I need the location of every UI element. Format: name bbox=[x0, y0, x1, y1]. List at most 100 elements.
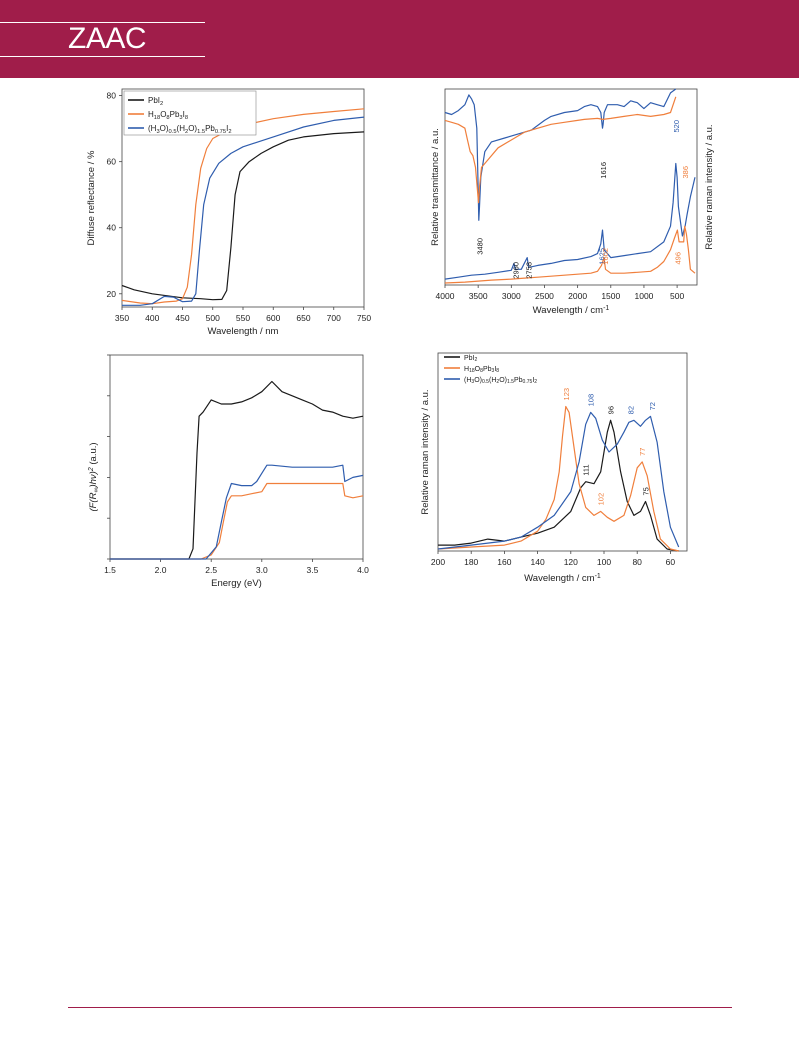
x-tick-label: 2500 bbox=[535, 291, 554, 301]
x-tick-label: 4000 bbox=[436, 291, 455, 301]
y-axis-title: Diffuse reflectance / % bbox=[86, 150, 97, 245]
y-tick-label: 20 bbox=[107, 289, 117, 299]
y-axis-right-title: Relative raman intensity / a.u. bbox=[704, 124, 715, 249]
peak-label: 1616 bbox=[599, 162, 608, 179]
legend-label-part: 3 bbox=[179, 115, 182, 121]
y-axis-title: Relative transmittance / a.u. bbox=[430, 128, 441, 246]
x-axis-title-text: Wavelength / cm bbox=[524, 573, 594, 584]
series-line-2 bbox=[437, 411, 680, 550]
x-tick-label: 500 bbox=[670, 291, 684, 301]
legend-label-part: 0.5 bbox=[169, 129, 177, 135]
y-axis-title-part: (a.u.) bbox=[88, 442, 99, 467]
y-axis-title-part: 2 bbox=[88, 467, 95, 472]
legend-label-part: O) bbox=[188, 124, 197, 133]
x-tick-label: 120 bbox=[564, 557, 578, 567]
x-tick-label: 60 bbox=[666, 557, 676, 567]
series-line-1 bbox=[110, 482, 364, 560]
x-tick-label: 2.5 bbox=[205, 565, 217, 575]
x-tick-label: 1500 bbox=[601, 291, 620, 301]
plot-frame bbox=[444, 88, 698, 286]
legend-label-part: 1.5 bbox=[507, 379, 514, 385]
legend-label-part: 2 bbox=[496, 379, 499, 385]
ir-raman-chart: 4000 3500 3000 2500 2000 1500 1000 500 3480 2960 2… bbox=[430, 88, 715, 316]
y-tick-label: 80 bbox=[107, 91, 117, 101]
legend-label: (H3O)0.5(H2O)1.5Pb0.75I2 bbox=[148, 124, 232, 135]
x-axis-title-text: Wavelength / cm bbox=[533, 305, 603, 316]
x-axis-title: Energy (eV) bbox=[211, 578, 262, 589]
legend-label-part: (H bbox=[464, 377, 471, 384]
series-line-1 bbox=[121, 108, 365, 305]
legend-label-part: Pb bbox=[205, 124, 215, 133]
x-tick-label: 3500 bbox=[469, 291, 488, 301]
legend-label-part: 8 bbox=[496, 368, 499, 374]
legend-label-part: 3 bbox=[492, 368, 495, 374]
series-line-0 bbox=[110, 380, 364, 560]
legend-label-part: O) bbox=[499, 377, 507, 384]
legend-label-part: 2 bbox=[228, 129, 231, 135]
y-axis-title-part: (F(R bbox=[88, 492, 99, 511]
x-tick-label: 100 bbox=[597, 557, 611, 567]
legend-label-part: H bbox=[464, 366, 469, 373]
legend-label-part: PbI bbox=[148, 96, 160, 105]
x-axis-title-sup: -1 bbox=[595, 573, 601, 580]
peak-label: 2960 bbox=[511, 262, 520, 279]
series-line-2 bbox=[444, 162, 696, 280]
peak-label: 77 bbox=[638, 448, 647, 456]
banner-top-rule bbox=[0, 22, 205, 23]
legend-label-part: 18 bbox=[154, 115, 160, 121]
peak-label: 1602 bbox=[601, 248, 610, 265]
x-tick-label: 3000 bbox=[502, 291, 521, 301]
peak-label: 386 bbox=[681, 166, 690, 179]
series-line-3 bbox=[444, 225, 696, 284]
series-line-1 bbox=[437, 405, 679, 552]
peak-label: 3480 bbox=[475, 238, 484, 255]
legend-label-part: O bbox=[160, 110, 166, 119]
legend-label-part: Pb bbox=[170, 110, 180, 119]
x-tick-label: 3.5 bbox=[306, 565, 318, 575]
x-tick-label: 750 bbox=[357, 313, 371, 323]
x-tick-label: 500 bbox=[206, 313, 220, 323]
legend-label-part: O) bbox=[160, 124, 169, 133]
x-tick-label: 160 bbox=[497, 557, 511, 567]
x-axis-title: Wavelength / cm-1 bbox=[524, 573, 601, 584]
x-tick-label: 200 bbox=[431, 557, 445, 567]
peak-label: 72 bbox=[648, 402, 657, 410]
x-tick-label: 2000 bbox=[568, 291, 587, 301]
peak-label: 1625 bbox=[598, 248, 607, 265]
series-line-1 bbox=[444, 96, 677, 204]
x-tick-label: 140 bbox=[531, 557, 545, 567]
legend-label-part: 0.75 bbox=[523, 379, 533, 385]
legend-label-part: (H bbox=[177, 124, 186, 133]
legend-label-part: 2 bbox=[475, 357, 478, 363]
y-axis-title: (F(R∞)hν)2 (a.u.) bbox=[88, 442, 100, 511]
legend-label-part: 3 bbox=[156, 129, 159, 135]
peak-label: 496 bbox=[673, 252, 682, 265]
peak-label: 75 bbox=[642, 487, 651, 495]
legend-label: PbI2 bbox=[148, 96, 163, 107]
series-line-2 bbox=[110, 464, 364, 560]
legend-label-part: 2 bbox=[185, 129, 188, 135]
peak-label: 2758 bbox=[525, 262, 534, 279]
legend-label-part: 8 bbox=[480, 368, 483, 374]
x-tick-label: 400 bbox=[145, 313, 159, 323]
peak-label: 111 bbox=[582, 464, 591, 475]
legend-label-part: PbI bbox=[464, 355, 475, 362]
peak-label: 108 bbox=[587, 394, 596, 407]
x-axis-title-sup: -1 bbox=[603, 305, 609, 312]
x-tick-label: 600 bbox=[266, 313, 280, 323]
legend-label: H18O8Pb3I8 bbox=[464, 366, 499, 374]
x-tick-label: 650 bbox=[296, 313, 310, 323]
legend-label-part: 2 bbox=[160, 101, 163, 107]
legend-label-part: O bbox=[475, 366, 481, 373]
legend-label-part: I bbox=[183, 110, 185, 119]
legend-label-part: 1.5 bbox=[197, 129, 205, 135]
footer-rule bbox=[68, 1007, 732, 1008]
low-freq-raman-chart: 200 180 160 140 120 100 80 60PbI2H18O8Pb3I8(H3O… bbox=[420, 352, 688, 584]
legend-label-part: (H bbox=[489, 377, 496, 384]
y-axis-title: Relative raman intensity / a.u. bbox=[420, 389, 431, 514]
x-tick-label: 2.0 bbox=[155, 565, 167, 575]
x-axis-title: Wavelength / cm-1 bbox=[533, 305, 610, 316]
y-tick-label: 60 bbox=[107, 157, 117, 167]
x-tick-label: 1000 bbox=[634, 291, 653, 301]
series-line-0 bbox=[444, 88, 677, 221]
